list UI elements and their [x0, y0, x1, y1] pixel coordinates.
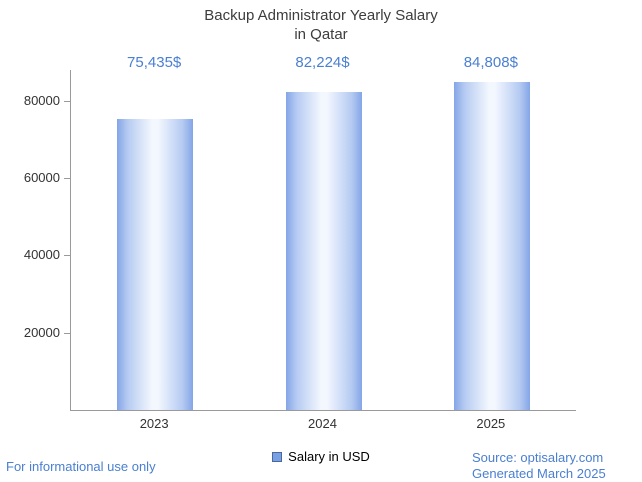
legend: Salary in USD: [0, 449, 642, 464]
bar-value-label: 75,435$: [127, 54, 182, 71]
y-axis-tick-label: 40000: [23, 247, 60, 263]
chart-title-line2: in Qatar: [294, 26, 348, 43]
x-axis-label: 2023: [139, 416, 169, 431]
bar-2024: [285, 92, 362, 410]
bar-2025: [453, 82, 530, 410]
x-axis-label: 2024: [308, 416, 337, 431]
plot-wrap: 20000 40000 60000 80000 2023 2024 2025: [0, 70, 642, 431]
source-line: Source: optisalary.com: [472, 450, 604, 465]
y-axis-tick-mark: [64, 332, 70, 334]
x-axis-label: 2025: [476, 416, 506, 431]
y-axis-tick-label: 80000: [23, 92, 60, 108]
y-axis-tick-mark: [64, 255, 70, 257]
disclaimer-text: For informational use only: [6, 459, 156, 474]
legend-label: Salary in USD: [288, 449, 370, 464]
value-labels-row: 75,435$ 82,224$ 84,808$: [70, 54, 575, 74]
source-info: Source: optisalary.com Generated March 2…: [472, 450, 606, 482]
y-axis-tick-mark: [64, 100, 70, 102]
bar-value-label: 82,224$: [295, 54, 350, 71]
generated-line: Generated March 2025: [472, 466, 606, 481]
y-axis-tick-mark: [64, 178, 70, 180]
plot-area: [70, 70, 576, 411]
chart-title: Backup Administrator Yearly Salary in Qa…: [0, 6, 642, 44]
y-axis-tick-label: 60000: [23, 170, 60, 186]
bar-2023: [117, 118, 194, 410]
bar-value-label: 84,808$: [463, 54, 518, 71]
legend-swatch-icon: [272, 451, 283, 462]
y-axis-tick-label: 20000: [23, 324, 60, 340]
chart-title-line1: Backup Administrator Yearly Salary: [204, 7, 438, 24]
